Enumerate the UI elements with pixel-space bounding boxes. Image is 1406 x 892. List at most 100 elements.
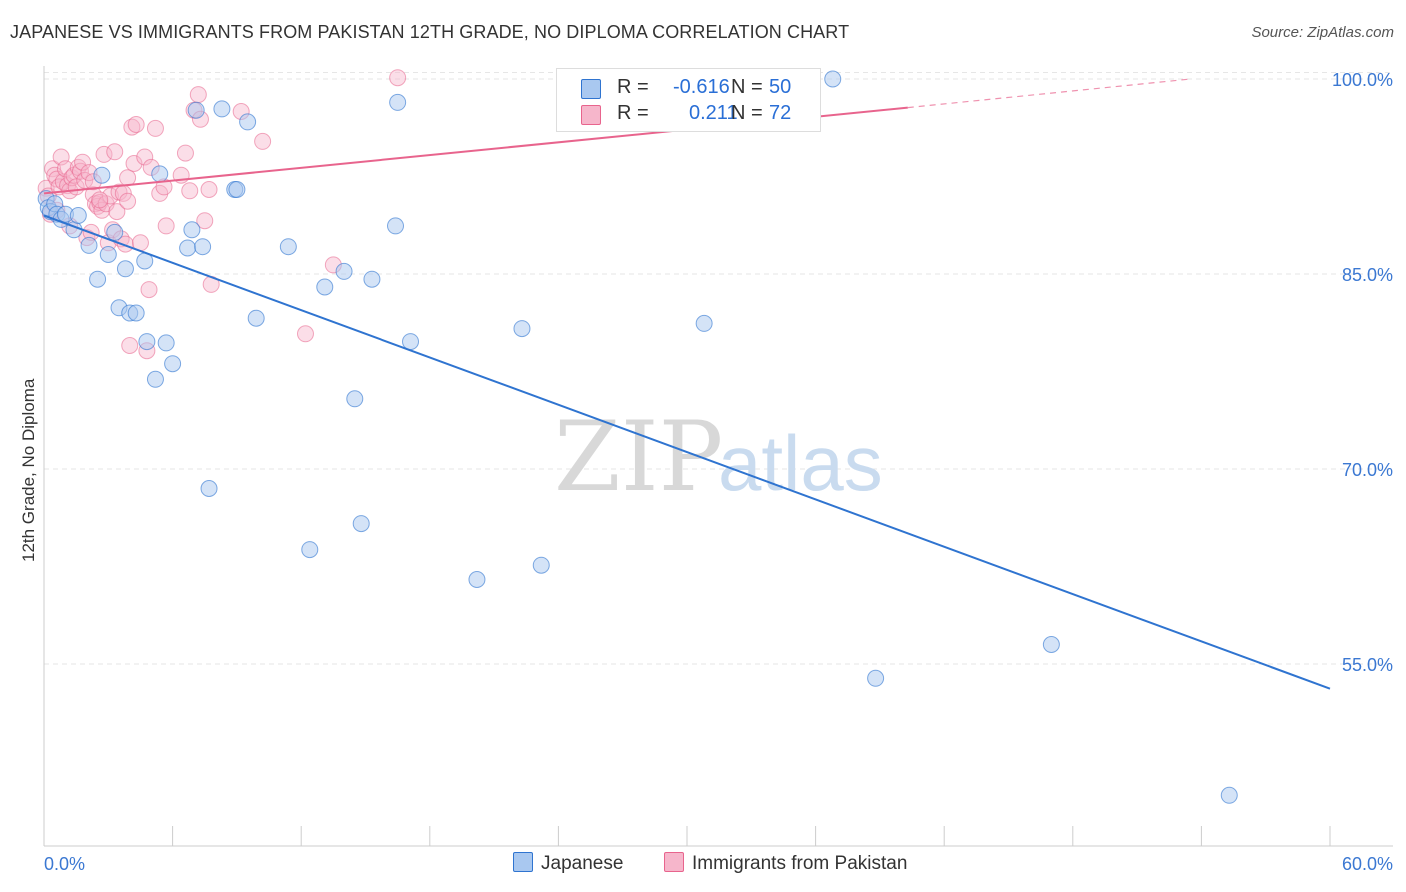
pakistan-point — [106, 143, 124, 161]
japanese-point — [867, 669, 885, 687]
legend-swatch-pakistan — [581, 105, 601, 125]
pakistan-point — [189, 86, 207, 104]
trend-line-japanese — [43, 214, 1331, 690]
legend-r-value: -0.616 — [673, 76, 730, 98]
japanese-point — [513, 320, 531, 338]
bottom-legend-pakistan: Immigrants from Pakistan — [664, 852, 907, 875]
bottom-legend-japanese: Japanese — [513, 852, 623, 875]
pakistan-point — [254, 132, 272, 150]
pakistan-point — [44, 160, 62, 178]
tick-labels: 55.0% 70.0% 85.0% 100.0% 0.0% 60.0% — [44, 70, 1393, 874]
japanese-point — [138, 333, 156, 351]
watermark: ZIP atlas — [554, 401, 883, 513]
gridlines — [44, 72, 1393, 665]
japanese-point — [239, 113, 257, 131]
chart-title: JAPANESE VS IMMIGRANTS FROM PAKISTAN 12T… — [10, 22, 850, 42]
pakistan-point — [74, 153, 92, 171]
japanese-point — [387, 217, 405, 235]
japanese-point — [89, 270, 107, 288]
japanese-point — [183, 221, 201, 239]
legend-swatch-japanese — [581, 79, 601, 99]
pakistan-point — [136, 148, 154, 166]
japanese-point — [301, 541, 319, 559]
japanese-point — [335, 262, 353, 280]
japanese-point — [116, 260, 134, 278]
source-credit: Source: ZipAtlas.com — [1251, 24, 1394, 41]
japanese-point — [389, 93, 407, 111]
trend-line-pakistan-extension — [907, 78, 1191, 109]
japanese-point — [352, 515, 370, 533]
legend-n-value: 50 — [769, 76, 792, 98]
y-axis-label: 12th Grade, No Diploma — [19, 378, 38, 562]
japanese-point — [93, 166, 111, 184]
series-japanese-points — [37, 70, 1238, 804]
pakistan-point — [200, 181, 218, 198]
japanese-point — [151, 165, 169, 183]
legend-n-label: N = — [731, 102, 763, 124]
legend-n-label: N = — [731, 76, 763, 98]
japanese-point — [1042, 636, 1060, 653]
pakistan-point — [146, 119, 164, 137]
pakistan-point — [101, 187, 119, 205]
pakistan-point — [176, 144, 194, 162]
watermark-atlas: atlas — [718, 419, 883, 507]
pakistan-point — [157, 217, 175, 235]
japanese-point — [187, 101, 205, 119]
watermark-zip: ZIP — [554, 401, 723, 513]
x-tick-label-max: 60.0% — [1342, 854, 1393, 874]
bottom-legend-swatch-japanese — [513, 852, 533, 872]
japanese-point — [402, 333, 420, 351]
japanese-point — [194, 238, 212, 256]
japanese-point — [346, 390, 364, 408]
pakistan-point — [296, 325, 314, 343]
bottom-legend-swatch-pakistan — [664, 852, 684, 872]
pakistan-point — [91, 191, 109, 209]
japanese-point — [127, 304, 145, 322]
y-tick-label: 55.0% — [1342, 655, 1393, 675]
japanese-point — [99, 246, 117, 263]
x-tick-label-min: 0.0% — [44, 854, 85, 874]
pakistan-point — [119, 169, 137, 187]
japanese-point — [363, 270, 381, 288]
pakistan-point — [108, 203, 126, 221]
legend-n-value: 72 — [769, 102, 792, 124]
japanese-point — [824, 70, 842, 88]
legend-r-value: 0.211 — [689, 102, 738, 124]
pakistan-point — [125, 155, 143, 172]
japanese-point — [247, 309, 265, 327]
japanese-point — [279, 238, 297, 256]
pakistan-point — [63, 169, 81, 187]
y-tick-label: 100.0% — [1332, 70, 1393, 90]
y-tick-label: 70.0% — [1342, 460, 1393, 480]
pakistan-point — [95, 145, 113, 163]
japanese-point — [179, 239, 197, 257]
japanese-point — [316, 278, 334, 296]
japanese-point — [468, 571, 486, 588]
pakistan-point — [181, 182, 199, 200]
legend-r-label: R = — [617, 102, 649, 124]
trend-lines — [43, 78, 1331, 690]
japanese-point — [213, 100, 231, 118]
japanese-point — [532, 556, 550, 574]
japanese-point — [228, 181, 246, 198]
japanese-point — [106, 223, 124, 241]
japanese-point — [69, 207, 87, 224]
pakistan-point — [119, 192, 137, 210]
pakistan-point — [116, 235, 134, 253]
japanese-point — [200, 480, 218, 497]
legend-r-label: R = — [617, 76, 649, 98]
pakistan-point — [127, 116, 145, 133]
japanese-point — [80, 236, 98, 254]
japanese-point — [157, 334, 175, 352]
y-tick-label: 85.0% — [1342, 265, 1393, 285]
correlation-legend: R = -0.616 N = 50 R = 0.211 N = 72 — [556, 68, 821, 132]
japanese-point — [146, 370, 164, 388]
pakistan-point — [121, 337, 139, 354]
pakistan-point — [140, 281, 158, 299]
pakistan-point — [56, 160, 74, 178]
pakistan-point — [196, 212, 214, 230]
bottom-legend-label-japanese: Japanese — [541, 853, 624, 874]
japanese-point — [164, 355, 182, 373]
pakistan-point — [389, 69, 407, 87]
